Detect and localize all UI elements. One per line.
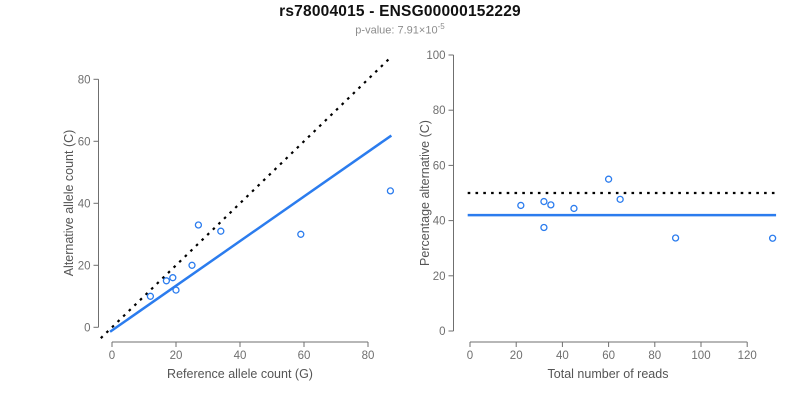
y-tick-label: 100 <box>426 50 445 62</box>
data-point <box>194 221 203 229</box>
y-tick-label: 60 <box>78 136 91 148</box>
data-point <box>146 292 155 300</box>
x-tick-label: 20 <box>170 350 183 362</box>
y-tick-label: 80 <box>433 105 446 117</box>
page-title: rs78004015 - ENSG00000152229 <box>279 3 521 20</box>
x-tick-label: 0 <box>109 350 115 362</box>
x-tick-label: 40 <box>556 350 569 362</box>
y-tick-label: 40 <box>433 216 446 228</box>
data-point <box>540 197 548 206</box>
data-point <box>188 261 196 269</box>
x-tick-label: 0 <box>467 350 473 362</box>
data-point <box>517 201 525 210</box>
data-point <box>616 195 624 203</box>
x-tick-label: 40 <box>234 350 247 362</box>
y-tick-label: 80 <box>78 74 91 86</box>
p-value-text: p-value: 7.91×10 <box>355 24 438 37</box>
data-point <box>169 274 177 282</box>
y-axis-label: Percentage alternative (C) <box>418 120 432 266</box>
data-point <box>540 223 548 232</box>
x-axis-label: Total number of reads <box>548 367 669 381</box>
data-point <box>547 201 555 209</box>
data-point <box>768 234 777 242</box>
data-point <box>217 227 225 235</box>
data-point <box>386 187 395 195</box>
data-point <box>172 286 180 294</box>
data-point <box>570 204 578 213</box>
x-tick-label: 100 <box>691 350 710 362</box>
data-point <box>604 175 613 183</box>
x-axis-label: Reference allele count (G) <box>167 367 313 381</box>
y-tick-label: 20 <box>433 271 446 283</box>
data-point <box>162 277 171 285</box>
y-tick-label: 40 <box>78 198 91 210</box>
y-tick-label: 20 <box>78 260 91 272</box>
p-value-subtitle: p-value: 7.91×10-5 <box>0 22 800 37</box>
data-point <box>671 234 680 242</box>
identity-line <box>100 55 393 339</box>
y-tick-label: 0 <box>439 326 445 338</box>
x-tick-label: 120 <box>738 350 757 362</box>
y-tick-label: 60 <box>433 160 446 172</box>
x-tick-label: 80 <box>648 350 661 362</box>
data-point <box>297 230 305 238</box>
x-tick-label: 80 <box>362 350 375 362</box>
x-tick-label: 20 <box>510 350 523 362</box>
fit-line <box>109 134 393 333</box>
x-tick-label: 60 <box>602 350 615 362</box>
y-axis-label: Alternative allele count (C) <box>62 130 76 277</box>
x-tick-label: 60 <box>298 350 311 362</box>
y-tick-label: 0 <box>84 322 90 334</box>
p-value-exponent: -5 <box>437 22 445 31</box>
